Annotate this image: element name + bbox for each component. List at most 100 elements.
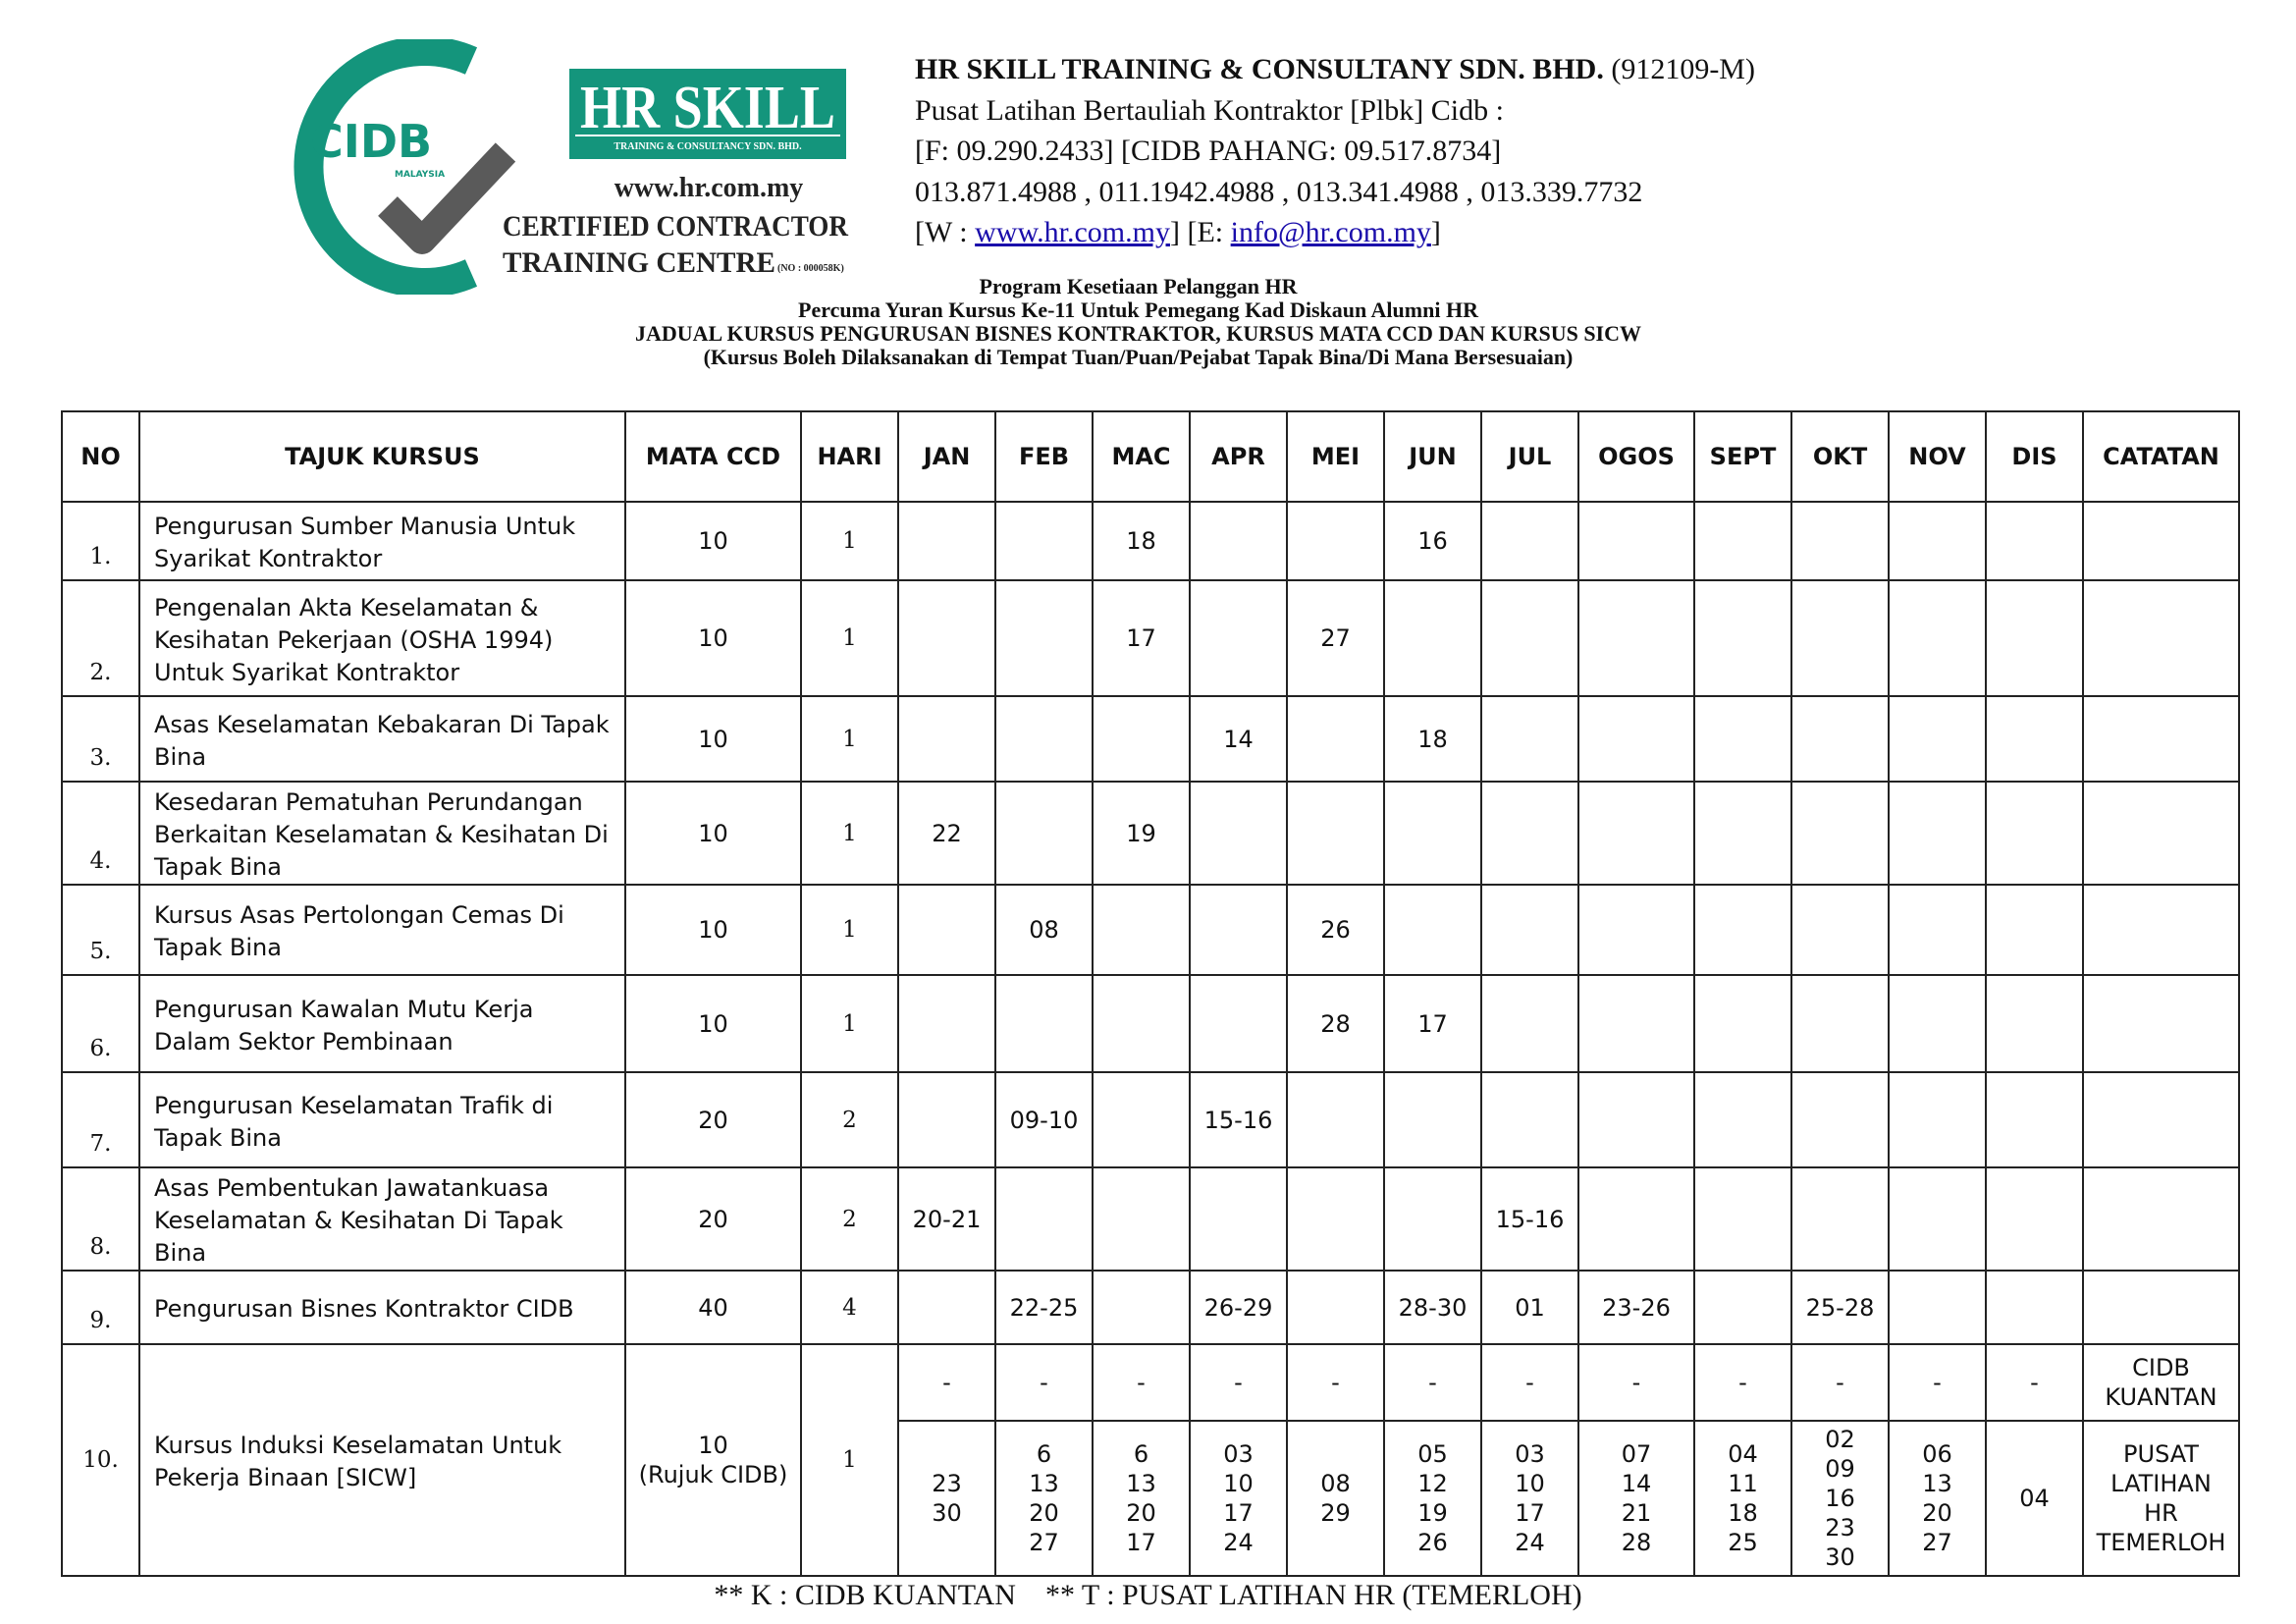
row-number: 6. (61, 974, 140, 1073)
month-date-cell (1888, 695, 1987, 783)
cidb-hrskill-logo: CIDB MALAYSIA HR SKILL TRAINING & CONSUL… (294, 39, 848, 295)
ccd-points: 20 (624, 1071, 802, 1168)
course-days: 1 (800, 695, 899, 783)
temerloh-date-cell: 07 14 21 28 (1577, 1420, 1695, 1577)
course-days: 4 (800, 1270, 899, 1345)
column-header-ogos: OGOS (1577, 410, 1695, 503)
month-date-cell (1693, 1071, 1792, 1168)
month-date-cell (1480, 1071, 1579, 1168)
month-date-cell (1383, 1071, 1482, 1168)
kuantan-date-cell: - (1577, 1343, 1695, 1422)
column-header-catatan: CATATAN (2082, 410, 2240, 503)
ccd-points: 10 (624, 579, 802, 697)
month-date-cell: 09-10 (994, 1071, 1094, 1168)
kuantan-date-cell: - (1888, 1343, 1987, 1422)
month-date-cell (1286, 695, 1385, 783)
course-title: Asas Keselamatan Kebakaran Di Tapak Bina (138, 695, 626, 783)
month-date-cell (1092, 1270, 1191, 1345)
kuantan-date-cell: - (994, 1343, 1094, 1422)
month-date-cell (1480, 884, 1579, 976)
check-icon (378, 142, 516, 254)
course-days: 1 (800, 501, 899, 581)
month-date-cell: 28-30 (1383, 1270, 1482, 1345)
row-number: 9. (61, 1270, 140, 1345)
ccd-points: 10 (624, 974, 802, 1073)
table-row: 7. Pengurusan Keselamatan Trafik di Tapak… (61, 1071, 2240, 1168)
ccd-points: 10 (624, 781, 802, 886)
month-date-cell (1985, 579, 2084, 697)
row-number: 10. (61, 1343, 140, 1577)
cidb-text: CIDB (310, 115, 432, 168)
month-date-cell (1383, 781, 1482, 886)
month-date-cell (1480, 974, 1579, 1073)
course-title: Pengurusan Bisnes Kontraktor CIDB (138, 1270, 626, 1345)
month-date-cell: 08 (994, 884, 1094, 976)
month-date-cell: 23-26 (1577, 1270, 1695, 1345)
month-date-cell (1286, 1270, 1385, 1345)
email-prefix: ] [E: (1169, 216, 1231, 248)
month-date-cell (1577, 501, 1695, 581)
column-header-feb: FEB (994, 410, 1094, 503)
temerloh-date-cell: 04 11 18 25 (1693, 1420, 1792, 1577)
company-name: HR SKILL TRAINING & CONSULTANY SDN. BHD. (915, 53, 1604, 85)
row-number: 7. (61, 1071, 140, 1168)
course-days: 1 (800, 579, 899, 697)
month-date-cell: 15-16 (1189, 1071, 1288, 1168)
month-date-cell (1693, 781, 1792, 886)
header-line-3: [F: 09.290.2433] [CIDB PAHANG: 09.517.87… (915, 135, 1502, 167)
month-date-cell: 14 (1189, 695, 1288, 783)
month-date-cell (1092, 974, 1191, 1073)
course-days: 2 (800, 1166, 899, 1272)
title-line-3: JADUAL KURSUS PENGURUSAN BISNES KONTRAKT… (635, 321, 1641, 346)
column-header-jul: JUL (1480, 410, 1579, 503)
hr-skill-brand: HR SKILL (580, 75, 835, 141)
table-header-row: NO TAJUK KURSUS MATA CCD HARI JAN FEB MAC APR ME… (61, 410, 2240, 503)
remarks-cell (2082, 579, 2240, 697)
month-date-cell: 19 (1092, 781, 1191, 886)
month-date-cell (1790, 501, 1890, 581)
month-date-cell (897, 1071, 996, 1168)
legend-footer: ** K : CIDB KUANTAN ** T : PUSAT LATIHAN… (714, 1579, 1582, 1611)
row-number: 2. (61, 579, 140, 697)
month-date-cell: 26 (1286, 884, 1385, 976)
month-date-cell (1888, 974, 1987, 1073)
kuantan-date-cell: - (1092, 1343, 1191, 1422)
temerloh-date-cell: 03 10 17 24 (1189, 1420, 1288, 1577)
column-header-no: NO (61, 410, 140, 503)
email-link[interactable]: info@hr.com.my (1230, 216, 1431, 248)
remarks-cell (2082, 781, 2240, 886)
month-date-cell: 17 (1092, 579, 1191, 697)
course-days: 2 (800, 1071, 899, 1168)
month-date-cell (897, 1270, 996, 1345)
month-date-cell (1985, 501, 2084, 581)
company-reg-no: (912109-M) (1611, 53, 1755, 85)
column-header-mei: MEI (1286, 410, 1385, 503)
remarks-cell (2082, 974, 2240, 1073)
row-number: 1. (61, 501, 140, 581)
month-date-cell (1189, 974, 1288, 1073)
month-date-cell (1383, 579, 1482, 697)
month-date-cell (1189, 501, 1288, 581)
website-link[interactable]: www.hr.com.my (975, 216, 1170, 248)
course-title: Kursus Asas Pertolongan Cemas Di Tapak B… (138, 884, 626, 976)
month-date-cell (1790, 695, 1890, 783)
month-date-cell (1286, 1071, 1385, 1168)
column-header-mata-ccd: MATA CCD (624, 410, 802, 503)
ccd-points: 10 (Rujuk CIDB) (624, 1343, 802, 1577)
remarks-cell (2082, 1071, 2240, 1168)
remarks-cell (2082, 1270, 2240, 1345)
table-row: 3. Asas Keselamatan Kebakaran Di Tapak Bi… (61, 695, 2240, 783)
header-line-2: Pusat Latihan Bertauliah Kontraktor [Plb… (915, 93, 1504, 127)
month-date-cell (1189, 781, 1288, 886)
course-days: 1 (800, 1343, 899, 1577)
month-date-cell: 28 (1286, 974, 1385, 1073)
month-date-cell: 22 (897, 781, 996, 886)
course-title: Asas Pembentukan Jawatankuasa Keselamata… (138, 1166, 626, 1272)
column-header-tajuk-kursus: TAJUK KURSUS (138, 410, 626, 503)
kuantan-date-cell: - (1480, 1343, 1579, 1422)
column-header-sept: SEPT (1693, 410, 1792, 503)
month-date-cell (1790, 1071, 1890, 1168)
hr-skill-sub: TRAINING & CONSULTANCY SDN. BHD. (614, 141, 802, 152)
month-date-cell (1888, 501, 1987, 581)
month-date-cell (1693, 974, 1792, 1073)
